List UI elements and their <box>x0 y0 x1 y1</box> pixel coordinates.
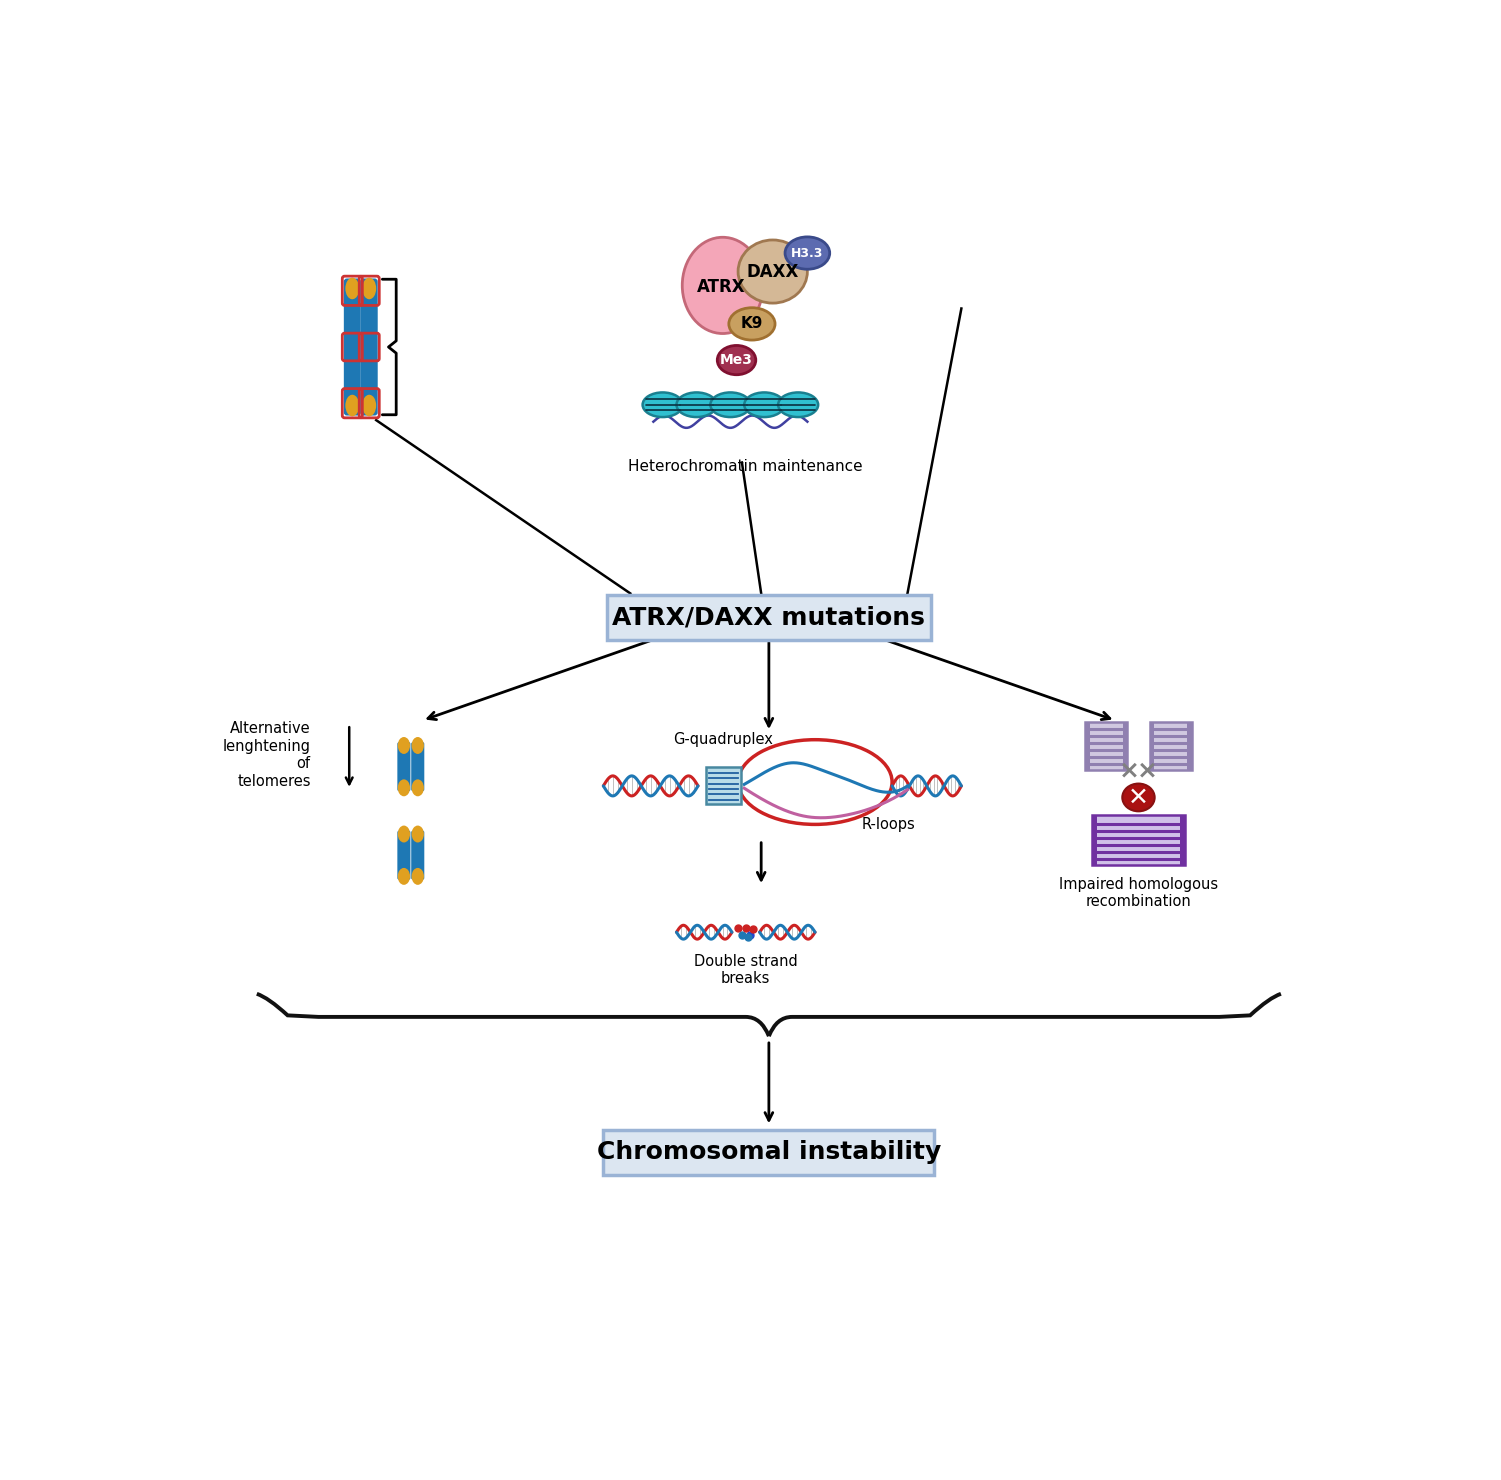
Text: Alternative
lenghtening
of
telomeres: Alternative lenghtening of telomeres <box>222 721 311 789</box>
Ellipse shape <box>398 737 410 753</box>
FancyBboxPatch shape <box>603 1131 935 1175</box>
Text: G-quadruplex: G-quadruplex <box>674 733 773 747</box>
Ellipse shape <box>398 780 410 796</box>
FancyBboxPatch shape <box>363 336 375 358</box>
FancyBboxPatch shape <box>1085 722 1127 770</box>
Ellipse shape <box>411 780 423 796</box>
FancyBboxPatch shape <box>344 278 360 416</box>
Ellipse shape <box>345 278 359 299</box>
Text: ✕: ✕ <box>1127 786 1148 810</box>
Ellipse shape <box>778 392 818 417</box>
FancyBboxPatch shape <box>347 336 359 358</box>
Ellipse shape <box>677 392 716 417</box>
Text: ATRX: ATRX <box>696 278 746 296</box>
FancyBboxPatch shape <box>1085 722 1090 770</box>
FancyBboxPatch shape <box>1093 815 1184 864</box>
Text: H3.3: H3.3 <box>791 247 824 259</box>
FancyBboxPatch shape <box>1180 815 1184 864</box>
Ellipse shape <box>710 392 750 417</box>
Text: Heterochromatin maintenance: Heterochromatin maintenance <box>629 459 863 474</box>
Ellipse shape <box>398 826 410 842</box>
Text: Double strand
breaks: Double strand breaks <box>693 953 797 986</box>
Ellipse shape <box>411 737 423 753</box>
Ellipse shape <box>362 278 377 299</box>
Text: Chromosomal instability: Chromosomal instability <box>597 1141 941 1165</box>
FancyBboxPatch shape <box>1150 722 1192 770</box>
Ellipse shape <box>717 345 757 374</box>
Text: ×: × <box>1118 758 1139 783</box>
Ellipse shape <box>729 308 775 340</box>
Text: K9: K9 <box>741 317 763 332</box>
Ellipse shape <box>744 392 785 417</box>
Ellipse shape <box>785 237 830 269</box>
Text: ATRX/DAXX mutations: ATRX/DAXX mutations <box>612 605 925 629</box>
Text: R-loops: R-loops <box>862 817 916 832</box>
Text: ×: × <box>1138 758 1159 783</box>
Ellipse shape <box>642 392 683 417</box>
Text: DAXX: DAXX <box>746 262 799 281</box>
Text: Impaired homologous
recombination: Impaired homologous recombination <box>1058 876 1217 909</box>
FancyBboxPatch shape <box>1093 815 1097 864</box>
FancyBboxPatch shape <box>360 278 378 416</box>
Ellipse shape <box>398 867 410 885</box>
Ellipse shape <box>683 237 763 333</box>
Ellipse shape <box>345 395 359 416</box>
FancyBboxPatch shape <box>1123 722 1127 770</box>
FancyBboxPatch shape <box>398 830 410 879</box>
Ellipse shape <box>411 826 423 842</box>
FancyBboxPatch shape <box>398 741 410 792</box>
Ellipse shape <box>411 867 423 885</box>
FancyBboxPatch shape <box>705 768 741 805</box>
FancyBboxPatch shape <box>608 595 931 639</box>
Ellipse shape <box>1123 783 1154 811</box>
FancyBboxPatch shape <box>1150 722 1154 770</box>
FancyBboxPatch shape <box>411 830 425 879</box>
Ellipse shape <box>362 395 377 416</box>
FancyBboxPatch shape <box>1187 722 1192 770</box>
Text: Me3: Me3 <box>720 354 754 367</box>
Ellipse shape <box>738 240 808 303</box>
FancyBboxPatch shape <box>411 741 425 792</box>
